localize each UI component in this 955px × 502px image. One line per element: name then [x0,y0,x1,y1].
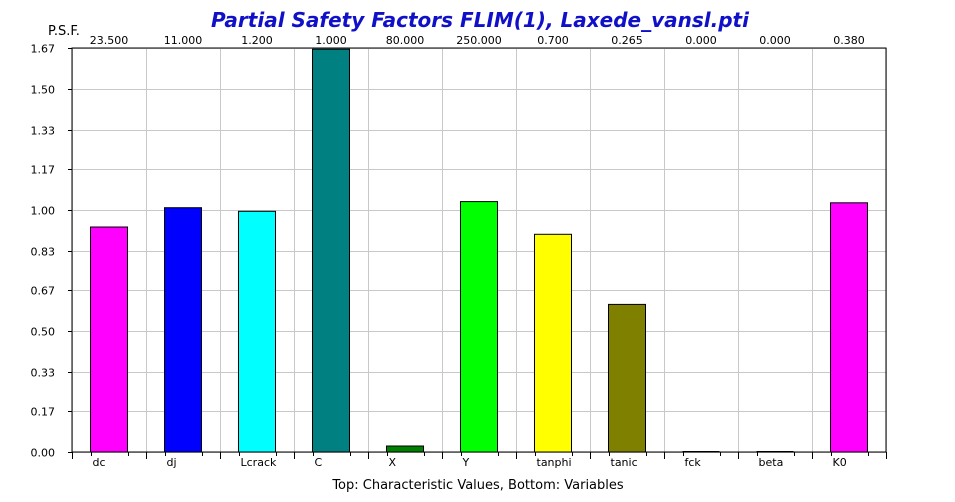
top-value-label: 0.700 [537,34,569,47]
y-tick-label: 1.50 [31,84,56,97]
top-value-label: 1.200 [241,34,273,47]
y-tick-label: 1.33 [31,125,56,138]
y-axis-label: P.S.F. [48,24,80,39]
plot-frame [71,47,887,453]
x-tick-label: tanphi [537,456,572,469]
bar-dj [164,207,202,453]
y-tick-label: 0.67 [31,285,56,298]
y-tick-label: 1.67 [31,43,56,56]
top-value-label: 0.380 [833,34,865,47]
x-tick-label: K0 [833,456,847,469]
y-axis-ticks: 0.00 0.17 0.33 0.50 0.67 0.83 1.00 1.17 1.33 1.50… [31,43,72,460]
x-axis-label: Top: Characteristic Values, Bottom: Vari… [331,478,624,493]
top-value-label: 0.000 [759,34,791,47]
top-value-label: 0.000 [685,34,717,47]
bar-dc [90,226,128,453]
bar-Lcrack [238,210,276,453]
x-tick-label: Y [462,456,470,469]
y-tick-label: 0.50 [31,326,56,339]
top-value-label: 0.265 [611,34,643,47]
top-value-label: 11.000 [164,34,203,47]
top-value-label: 80.000 [386,34,425,47]
x-tick-label: dj [167,456,177,469]
x-tick-label: Lcrack [241,456,277,469]
y-tick-label: 1.00 [31,205,56,218]
y-tick-label: 0.83 [31,246,56,259]
bar-Y [460,201,498,453]
y-tick-label: 0.33 [31,367,56,380]
bar-K0 [830,202,868,453]
x-tick-label: C [315,456,323,469]
chart-title: Partial Safety Factors FLIM(1), Laxede_v… [211,8,750,32]
x-tick-label: dc [93,456,106,469]
top-value-label: 1.000 [315,34,347,47]
bar-tanphi [534,233,572,453]
top-characteristic-labels: 23.500 11.000 1.200 1.000 80.000 250.000 0.700… [90,34,865,47]
y-tick-label: 1.17 [31,164,56,177]
x-tick-label: beta [759,456,784,469]
bar-X [386,445,424,453]
bars [90,48,868,453]
top-value-label: 23.500 [90,34,129,47]
x-tick-label: X [389,456,397,469]
bar-C [312,48,350,453]
y-tick-label: 0.17 [31,406,56,419]
y-tick-label: 0.00 [31,447,56,460]
top-value-label: 250.000 [456,34,502,47]
x-tick-label: tanic [611,456,638,469]
bar-tanic [608,303,646,453]
x-tick-label: fck [685,456,702,469]
